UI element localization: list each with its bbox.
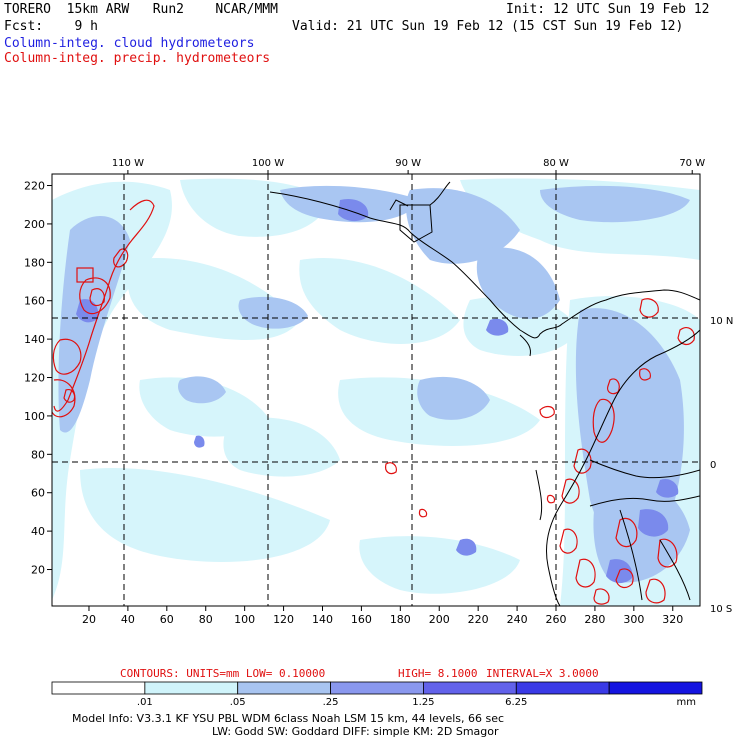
y-tick-label: 60 [31, 487, 45, 500]
contour-info-3: INTERVAL=X 3.0000 [486, 667, 599, 680]
colorbar-swatch [608, 681, 703, 695]
x-tick-label: 160 [351, 613, 372, 626]
y-tick-label: 220 [24, 180, 45, 193]
x-tick-label: 320 [662, 613, 683, 626]
x-tick-label: 140 [312, 613, 333, 626]
precip-contours [52, 199, 695, 605]
model-info-line: Model Info: V3.3.1 KF YSU PBL WDM 6class… [72, 712, 504, 725]
field-precip-label: Column-integ. precip. hydrometeors [4, 51, 271, 66]
x-tick-label: 80 [199, 613, 213, 626]
longitude-label: 80 W [543, 158, 569, 169]
contour-info-2: HIGH= 8.1000 [398, 667, 477, 680]
colorbar: .01 .05 .25 1.25 6.25 mm [51, 681, 703, 708]
longitude-label: 110 W [112, 158, 144, 169]
longitude-label: 90 W [395, 158, 421, 169]
x-tick-label: 60 [160, 613, 174, 626]
colorbar-label: .01 [137, 697, 153, 708]
colorbar-swatch [144, 681, 239, 695]
y-tick-label: 100 [24, 410, 45, 423]
y-tick-label: 180 [24, 256, 45, 269]
colorbar-label: 1.25 [412, 697, 434, 708]
x-tick-label: 120 [273, 613, 294, 626]
physics-info-line: LW: Godd SW: Goddard DIFF: simple KM: 2D… [212, 725, 499, 738]
colorbar-swatch [51, 681, 146, 695]
colorbar-unit: mm [677, 697, 696, 708]
x-tick-label: 280 [584, 613, 605, 626]
field-cloud-label: Column-integ. cloud hydrometeors [4, 36, 255, 51]
x-tick-label: 100 [234, 613, 255, 626]
init-time: Init: 12 UTC Sun 19 Feb 12 [506, 2, 710, 17]
forecast-hour: Fcst: 9 h [4, 19, 98, 34]
x-tick-label: 20 [82, 613, 96, 626]
y-tick-label: 160 [24, 295, 45, 308]
x-tick-label: 40 [121, 613, 135, 626]
colorbar-swatch [515, 681, 610, 695]
y-tick-label: 200 [24, 218, 45, 231]
x-tick-label: 240 [507, 613, 528, 626]
x-tick-label: 200 [429, 613, 450, 626]
contour-info-1: CONTOURS: UNITS=mm LOW= 0.10000 [120, 667, 325, 680]
x-tick-label: 260 [546, 613, 567, 626]
plot-frame [51, 173, 701, 607]
x-axis: 20 40 60 80 100 120 140 160 180 200 220 240 260 280 30… [82, 606, 683, 626]
colorbar-swatch [237, 681, 331, 695]
colorbar-label: .25 [323, 697, 339, 708]
cloud-field [52, 178, 700, 606]
colorbar-label: .05 [230, 697, 246, 708]
latitude-labels: 10 N 0 10 S [710, 316, 733, 615]
latitude-label: 10 S [710, 604, 732, 615]
y-tick-label: 120 [24, 372, 45, 385]
graticule [52, 174, 700, 606]
y-tick-label: 140 [24, 333, 45, 346]
y-tick-label: 40 [31, 525, 45, 538]
x-tick-label: 220 [468, 613, 489, 626]
y-tick-label: 20 [31, 564, 45, 577]
x-tick-label: 300 [623, 613, 644, 626]
longitude-labels: 110 W 100 W 90 W 80 W 70 W [112, 158, 705, 174]
colorbar-label: 6.25 [505, 697, 527, 708]
colorbar-swatch [330, 681, 424, 695]
longitude-label: 100 W [252, 158, 284, 169]
y-tick-label: 80 [31, 448, 45, 461]
longitude-label: 70 W [679, 158, 705, 169]
colorbar-swatch [423, 681, 517, 695]
latitude-label: 0 [710, 460, 716, 471]
coastlines [269, 181, 700, 606]
x-tick-label: 180 [390, 613, 411, 626]
valid-time: Valid: 21 UTC Sun 19 Feb 12 (15 CST Sun … [292, 19, 684, 34]
model-title: TORERO 15km ARW Run2 NCAR/MMM [4, 2, 278, 17]
y-axis: 20 40 60 80 100 120 140 160 180 200 220 [24, 180, 52, 577]
latitude-label: 10 N [710, 316, 733, 327]
